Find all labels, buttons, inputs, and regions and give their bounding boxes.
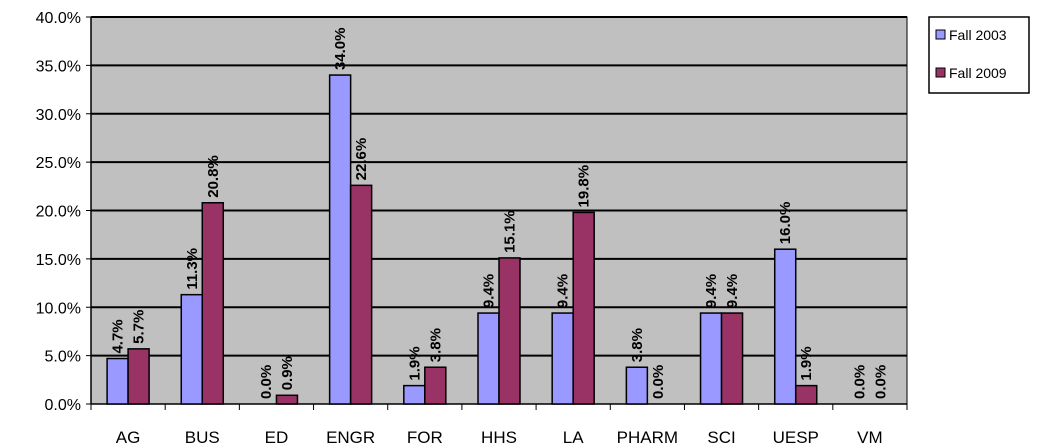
bar-fall-2003: [699, 312, 723, 405]
bar-fall-2003: [403, 384, 426, 405]
x-category-label: FOR: [407, 428, 443, 447]
x-category-label: VM: [857, 428, 883, 447]
bar-fall-2009: [201, 202, 225, 405]
data-label: 9.4%: [481, 274, 498, 308]
data-label: 1.9%: [798, 346, 815, 380]
data-label: 3.8%: [427, 328, 444, 362]
legend-swatch-fall-2009: [935, 67, 946, 78]
data-label: 0.0%: [851, 365, 868, 399]
bar-fall-2003: [328, 74, 352, 405]
x-category-label: PHARM: [617, 428, 678, 447]
data-label: 16.0%: [777, 202, 794, 245]
bar-fall-2003: [477, 312, 500, 405]
bar-fall-2009: [275, 394, 299, 405]
y-tick-label: 0.0%: [45, 397, 81, 414]
data-label: 20.8%: [205, 155, 222, 198]
data-label: 0.0%: [650, 365, 667, 399]
x-category-label: LA: [563, 428, 584, 447]
y-tick-label: 30.0%: [36, 107, 81, 124]
data-label: 19.8%: [576, 165, 593, 208]
data-label: 5.7%: [131, 310, 148, 344]
legend-label: Fall 2009: [949, 65, 1007, 81]
bar-fall-2003: [106, 357, 129, 405]
bar-fall-2003: [551, 312, 574, 405]
data-label: 3.8%: [629, 328, 646, 362]
bar-fall-2003: [180, 293, 204, 405]
y-tick-label: 5.0%: [45, 349, 81, 366]
x-category-label: BUS: [185, 428, 220, 447]
data-label: 0.0%: [258, 365, 275, 399]
legend: [928, 16, 1030, 94]
legend-label: Fall 2003: [949, 27, 1007, 43]
x-category-label: UESP: [773, 428, 819, 447]
y-tick-label: 20.0%: [36, 204, 81, 221]
bar-fall-2009: [572, 211, 595, 405]
y-tick-label: 35.0%: [36, 58, 81, 75]
data-label: 0.9%: [279, 356, 296, 390]
bar-fall-2009: [498, 257, 521, 405]
x-category-label: SCI: [707, 428, 735, 447]
y-tick-label: 15.0%: [36, 252, 81, 269]
data-label: 1.9%: [406, 346, 423, 380]
data-label: 4.7%: [110, 319, 127, 353]
data-label: 0.0%: [872, 365, 889, 399]
x-category-label: ED: [265, 428, 289, 447]
bar-fall-2009: [127, 348, 150, 405]
y-tick-label: 25.0%: [36, 155, 81, 172]
x-category-label: ENGR: [326, 428, 375, 447]
bar-fall-2003: [625, 366, 649, 405]
data-label: 11.3%: [184, 248, 201, 290]
bar-fall-2009: [349, 184, 373, 405]
data-label: 9.4%: [724, 274, 741, 308]
y-tick-label: 40.0%: [36, 10, 81, 27]
bar-fall-2009: [424, 366, 447, 405]
x-category-label: HHS: [481, 428, 517, 447]
x-category-label: AG: [116, 428, 141, 447]
bar-fall-2003: [773, 248, 797, 405]
data-label: 9.4%: [555, 274, 572, 308]
y-tick-label: 10.0%: [36, 300, 81, 317]
data-label: 9.4%: [703, 274, 720, 308]
data-label: 34.0%: [332, 28, 349, 71]
data-label: 15.1%: [502, 210, 519, 253]
data-label: 22.6%: [353, 138, 370, 181]
bar-fall-2009: [720, 312, 744, 405]
legend-swatch-fall-2003: [935, 29, 946, 40]
bar-fall-2009: [794, 384, 818, 405]
